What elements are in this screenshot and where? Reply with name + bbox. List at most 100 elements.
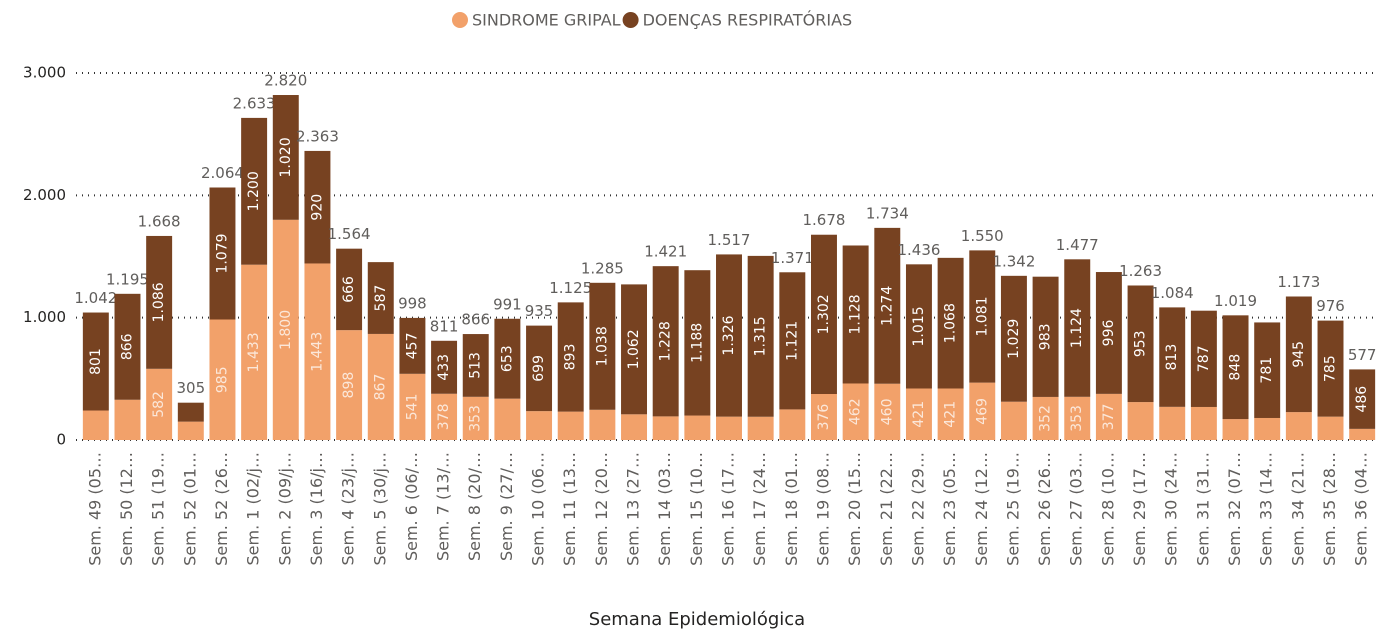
total-label: 1.084 <box>1151 284 1194 302</box>
bar-segment <box>937 257 964 389</box>
x-tick-label: Sem. 29 (17… <box>1130 452 1149 566</box>
x-tick-label: Sem. 25 (19… <box>1003 452 1022 566</box>
value-label: 378 <box>436 404 452 431</box>
x-tick-label: Sem. 3 (16/j… <box>307 452 326 565</box>
bar-segment <box>209 187 236 320</box>
total-label: 577 <box>1348 346 1377 364</box>
bar-segment <box>874 227 901 384</box>
value-label: 983 <box>1038 323 1054 350</box>
value-label: 996 <box>1101 320 1117 347</box>
value-label: 781 <box>1259 357 1275 384</box>
x-tick-label: Sem. 50 (12… <box>117 452 136 566</box>
bar-segment <box>399 317 426 374</box>
bar-segment <box>494 398 521 440</box>
value-label: 469 <box>974 398 990 425</box>
value-label: 433 <box>436 354 452 381</box>
value-label: 1.274 <box>879 286 895 326</box>
x-tick-label: Sem. 27 (03… <box>1067 452 1086 566</box>
value-label: 787 <box>1196 345 1212 372</box>
x-tick-label: Sem. 32 (07… <box>1225 452 1244 566</box>
legend-marker <box>452 12 468 28</box>
x-tick-label: Sem. 13 (27… <box>624 452 643 566</box>
bar-segment <box>1254 417 1281 440</box>
x-tick-label: Sem. 30 (24… <box>1162 452 1181 566</box>
bar-segment <box>1317 416 1344 440</box>
bar-segment <box>842 383 869 440</box>
value-label: 421 <box>943 401 959 428</box>
x-tick-label: Sem. 6 (06/… <box>402 452 421 561</box>
value-label: 377 <box>1101 404 1117 431</box>
value-label: 1.121 <box>784 321 800 361</box>
bar-segment <box>1095 393 1122 440</box>
value-label: 945 <box>1291 341 1307 368</box>
bar-segment <box>779 409 806 440</box>
x-tick-label: Sem. 51 (19… <box>149 452 168 566</box>
bar-segment <box>1064 396 1091 440</box>
bar-segment <box>557 302 584 412</box>
bar-segment <box>1317 320 1344 417</box>
value-label: 699 <box>531 355 547 382</box>
total-label: 976 <box>1316 297 1345 315</box>
bar-segment <box>716 254 742 417</box>
value-label: 1.124 <box>1069 308 1085 348</box>
bar-segment <box>1254 322 1281 418</box>
x-axis-title: Semana Epidemiológica <box>589 609 805 630</box>
bar-segment <box>146 368 173 440</box>
total-label: 2.633 <box>233 94 276 112</box>
x-tick-label: Sem. 52 (26… <box>212 452 231 566</box>
value-label: 582 <box>151 391 167 418</box>
bar-segment <box>1222 419 1249 440</box>
value-label: 893 <box>563 344 579 371</box>
bar-segment <box>431 340 458 394</box>
total-label: 811 <box>430 317 459 335</box>
bar-segment <box>241 117 268 265</box>
x-tick-label: Sem. 18 (01… <box>782 452 801 566</box>
total-label: 1.342 <box>992 252 1035 270</box>
x-tick-label: Sem. 21 (22… <box>877 452 896 566</box>
total-label: 1.173 <box>1277 273 1320 291</box>
bar-segment <box>557 411 584 440</box>
bar-segment <box>114 399 141 440</box>
value-label: 1.062 <box>626 329 642 369</box>
value-label: 1.081 <box>974 296 990 336</box>
bar-segment <box>367 333 394 440</box>
bar-segment <box>1285 296 1312 413</box>
bar-segment <box>1127 285 1154 403</box>
value-label: 1.228 <box>658 321 674 361</box>
bar-segment <box>589 282 616 410</box>
total-label: 935 <box>525 302 554 320</box>
legend-marker <box>622 12 639 28</box>
x-tick-label: Sem. 28 (10… <box>1098 452 1117 566</box>
x-tick-label: Sem. 35 (28… <box>1320 452 1339 566</box>
total-label: 1.371 <box>771 249 814 267</box>
value-label: 541 <box>404 394 420 421</box>
bar-segment <box>526 325 553 412</box>
bar-segment <box>1032 276 1059 397</box>
value-label: 1.315 <box>753 316 769 356</box>
x-tick-label: Sem. 20 (15… <box>845 452 864 566</box>
total-label: 1.477 <box>1056 236 1099 254</box>
x-tick-label: Sem. 19 (08… <box>813 452 832 566</box>
x-tick-label: Sem. 4 (23/j… <box>339 452 358 565</box>
bar-segment <box>1000 401 1027 440</box>
x-tick-label: Sem. 23 (05… <box>940 452 959 566</box>
x-tick-label: Sem. 16 (17… <box>719 452 738 566</box>
bar-segment <box>1190 310 1217 407</box>
bar-segment <box>937 388 964 440</box>
total-label: 1.019 <box>1214 292 1257 310</box>
total-label: 2.820 <box>264 72 307 90</box>
x-tick-label: Sem. 12 (20… <box>592 452 611 566</box>
bar-segment <box>779 272 806 410</box>
total-label: 1.668 <box>138 212 181 230</box>
total-label: 1.678 <box>802 211 845 229</box>
total-label: 1.564 <box>328 225 371 243</box>
value-label: 867 <box>373 374 389 401</box>
total-label: 1.421 <box>644 243 687 261</box>
bar-segment <box>621 284 648 415</box>
legend-label: SINDROME GRIPAL <box>472 11 621 30</box>
bar-segment <box>716 416 742 440</box>
bar-segment <box>874 383 901 440</box>
x-tick-label: Sem. 24 (12… <box>972 452 991 566</box>
bar-segment <box>652 266 679 417</box>
bar-segment <box>747 416 774 440</box>
